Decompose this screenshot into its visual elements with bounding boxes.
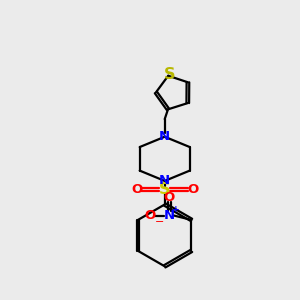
Text: +: + bbox=[172, 205, 180, 214]
Text: N: N bbox=[164, 209, 175, 222]
Text: O: O bbox=[164, 191, 175, 204]
Text: N: N bbox=[159, 130, 170, 143]
Text: N: N bbox=[159, 174, 170, 188]
Text: O: O bbox=[145, 209, 156, 222]
Text: O: O bbox=[187, 183, 198, 196]
Text: S: S bbox=[159, 182, 170, 197]
Text: O: O bbox=[131, 183, 142, 196]
Text: −: − bbox=[154, 217, 164, 227]
Text: S: S bbox=[164, 67, 176, 82]
